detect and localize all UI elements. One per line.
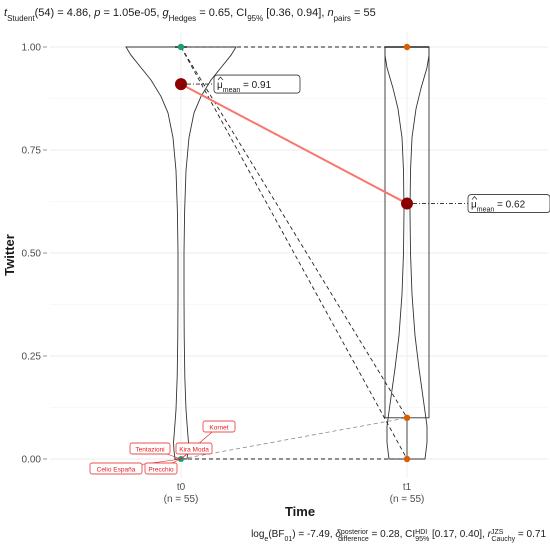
mean-label-t0-text: μmean = 0.91 — [217, 80, 272, 94]
title-n-rest: = 55 — [351, 7, 376, 19]
violin-t1 — [384, 46, 430, 460]
chart-title: tStudent(54) = 4.86, p = 1.05e-05, gHedg… — [4, 7, 376, 23]
subtitle-r-sub: Cauchy — [491, 536, 515, 543]
outlier-labels: Kornet Tentazioni Kira Moda Celio España Pre… — [89, 420, 236, 475]
subtitle-ci-sub: 95% — [415, 536, 429, 543]
title-ci-sub: 95% — [247, 14, 263, 23]
subtitle-part5: [0.17, 0.40], — [429, 529, 487, 540]
subtitle-delta: δ — [335, 529, 341, 540]
y-axis: 0.00 0.25 0.50 0.75 1.00 — [22, 43, 47, 466]
pair-line — [180, 46, 408, 460]
chart-subtitle: loge(BF01) = -7.49, δposterior difference… — [251, 529, 546, 543]
title-n-label: n — [327, 7, 333, 19]
title-stat-sub: Student — [7, 14, 35, 23]
title-n-sub: pairs — [334, 14, 351, 23]
outlier-label: Tentazioni — [135, 446, 164, 453]
outlier-box — [175, 442, 213, 455]
outlier-box — [129, 442, 171, 455]
pair-line — [180, 417, 408, 460]
title-p-rest: = 1.05e-05, — [100, 7, 162, 19]
title-stat-prefix: t — [4, 7, 8, 19]
mean-label-t0-hat — [217, 76, 224, 81]
title-g-label: g — [162, 7, 169, 19]
mean-label-t1-box — [467, 194, 550, 213]
x-axis: t0(n = 55)t1(n = 55) — [164, 482, 425, 505]
x-axis-label: Time — [285, 504, 315, 519]
data-point-t0 — [177, 43, 185, 51]
x-tick-count: (n = 55) — [164, 494, 199, 505]
mean-label-t1-text: μmean = 0.62 — [471, 200, 526, 214]
paired-lines — [180, 46, 408, 460]
subtitle-ci-sup: HDI — [415, 529, 427, 536]
y-tick-label: 0.00 — [22, 455, 42, 466]
subtitle-part2-sub: 01 — [284, 536, 292, 543]
grid — [50, 32, 548, 478]
subtitle-r: r — [488, 529, 492, 540]
y-tick-label: 0.25 — [22, 352, 42, 363]
mean-connector — [180, 83, 408, 205]
mean-point-t1 — [401, 197, 413, 210]
subtitle-r-sup: JZS — [491, 529, 504, 536]
y-tick-label: 1.00 — [22, 43, 42, 54]
title-p-label: p — [93, 7, 100, 19]
outlier-box — [202, 420, 236, 433]
subtitle-part2: (BF — [268, 529, 284, 540]
data-point-t1 — [403, 455, 411, 463]
violin-t0 — [125, 46, 237, 460]
subtitle-delta-sub: difference — [338, 536, 369, 543]
mean-label-t1-hat — [471, 196, 478, 200]
y-tick-label: 0.75 — [22, 146, 42, 157]
outlier-box — [144, 462, 178, 475]
x-tick-label: t1 — [403, 482, 412, 493]
subtitle-part4: = 0.28, CI — [369, 529, 415, 540]
mean-label-t0-box — [213, 74, 301, 94]
title-ci-rest: [0.36, 0.94], — [263, 7, 327, 19]
data-point-t1 — [403, 43, 411, 51]
subtitle-delta-sup: posterior — [341, 529, 369, 536]
title-g-rest: = 0.65, CI — [196, 7, 247, 19]
subtitle-part3: ) = -7.49, — [292, 529, 335, 540]
y-axis-label: Twitter — [2, 234, 17, 276]
x-tick-count: (n = 55) — [390, 494, 425, 505]
outlier-box — [89, 462, 143, 475]
pair-line — [180, 46, 408, 419]
outlier-label: Kornet — [209, 424, 228, 431]
data-point-t1 — [403, 414, 411, 421]
title-g-sub: Hedges — [169, 14, 197, 23]
means: μmean = 0.91 μmean = 0.62 — [175, 74, 550, 214]
mean-point-t0 — [175, 78, 187, 91]
outlier-label: Kira Moda — [179, 446, 209, 453]
y-tick-label: 0.50 — [22, 249, 42, 260]
subtitle-part1-sub: e — [264, 536, 268, 543]
subtitle-part6: = 0.71 — [515, 529, 546, 540]
title-stat-rest: (54) = 4.86, — [35, 7, 95, 19]
outlier-label: Precchio — [148, 466, 174, 473]
x-tick-label: t0 — [177, 482, 186, 493]
subtitle-part1: log — [251, 529, 264, 540]
outlier-label: Celio España — [97, 466, 136, 473]
